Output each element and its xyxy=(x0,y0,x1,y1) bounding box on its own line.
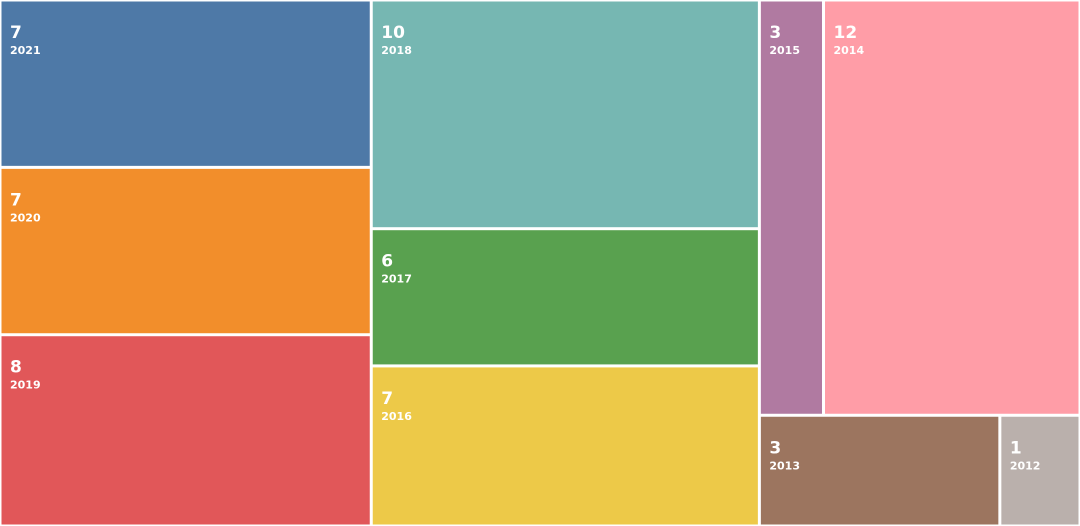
tile-label: 2018 xyxy=(381,44,412,57)
tile-value: 10 xyxy=(381,23,405,43)
tile-value: 7 xyxy=(10,23,22,43)
tile xyxy=(372,1,758,228)
tile xyxy=(825,1,1079,414)
tile xyxy=(1,1,370,166)
tile-value: 7 xyxy=(381,389,393,409)
tile-label: 2019 xyxy=(10,379,41,392)
tile xyxy=(372,230,758,365)
tile xyxy=(760,416,999,525)
tile-label: 2017 xyxy=(381,273,412,286)
tile-value: 8 xyxy=(10,358,22,378)
tile-value: 3 xyxy=(769,438,781,458)
tile-label: 2013 xyxy=(769,459,800,472)
tile xyxy=(1,336,370,525)
tile xyxy=(1,168,370,334)
tile-label: 2016 xyxy=(381,410,412,423)
tile-label: 2015 xyxy=(769,44,800,57)
tile-value: 7 xyxy=(10,190,22,210)
tile-label: 2012 xyxy=(1010,459,1041,472)
tile xyxy=(1001,416,1079,525)
tile xyxy=(372,367,758,525)
tile-value: 1 xyxy=(1010,438,1022,458)
tile-label: 2020 xyxy=(10,211,41,224)
tile-label: 2021 xyxy=(10,44,41,57)
tile-value: 6 xyxy=(381,252,393,272)
tile-label: 2014 xyxy=(834,44,865,57)
tile-value: 12 xyxy=(834,23,858,43)
tile-value: 3 xyxy=(769,23,781,43)
tile xyxy=(760,1,822,414)
